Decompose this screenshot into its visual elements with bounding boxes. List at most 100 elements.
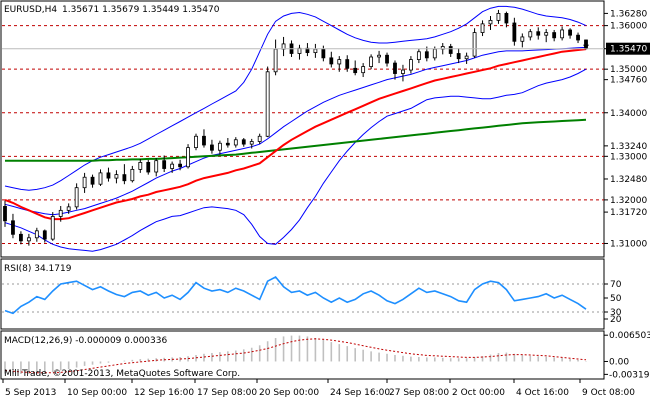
time-tick-label: 27 Sep 08:00 <box>389 388 449 398</box>
time-tick-label: 5 Sep 2013 <box>5 388 56 398</box>
current-price-badge <box>606 42 650 55</box>
candle-body <box>106 172 111 179</box>
candle-body <box>50 216 55 240</box>
candle-body <box>90 176 95 185</box>
time-tick-label: 20 Sep 00:00 <box>259 388 319 398</box>
candle-body <box>74 187 79 208</box>
candle-body <box>58 209 63 217</box>
candle-body <box>488 19 493 25</box>
rsi-series-line <box>4 275 587 315</box>
candle-body <box>353 67 358 74</box>
candle-body <box>456 53 461 60</box>
candle-body <box>552 32 557 39</box>
candle-body <box>194 135 198 149</box>
candle-body <box>393 62 397 74</box>
price-tick-label: 1.33240 <box>610 142 647 152</box>
rsi-line <box>4 275 587 315</box>
time-tick-label: 2 Oct 00:00 <box>452 388 505 398</box>
candle-body <box>337 59 342 65</box>
candle-body <box>464 55 469 60</box>
candle-body <box>568 29 572 36</box>
time-tick-label: 24 Sep 16:00 <box>330 388 390 398</box>
current-price-label: 1.35470 <box>610 45 647 55</box>
bollinger-upper-line <box>4 5 587 191</box>
candle-body <box>3 206 7 222</box>
price-tick-label: 1.32000 <box>610 196 647 206</box>
macd-tick-label: 0.00 <box>609 357 629 367</box>
candle-body <box>496 13 501 21</box>
candle-body <box>34 230 39 239</box>
price-pane[interactable]: EURUSD,H4 1.35671 1.35679 1.35449 1.3547… <box>0 0 650 258</box>
macd-axis: 0.006503 0.00 -0.003198 <box>604 331 650 380</box>
last-price-arrow-icon <box>583 44 589 49</box>
price-tick-label: 1.31000 <box>610 239 647 249</box>
symbol-label: EURUSD,H4 <box>4 5 57 15</box>
price-pane-frame <box>0 0 605 258</box>
candle-body <box>576 34 580 41</box>
current-price-marker <box>2 44 604 50</box>
macd-histogram <box>4 335 587 374</box>
price-tick-label: 1.34000 <box>610 109 647 119</box>
price-tick-label: 1.34760 <box>610 76 647 86</box>
candle-body <box>448 46 453 54</box>
candle-body <box>130 168 135 182</box>
candle-body <box>122 174 127 182</box>
macd-pane[interactable]: MACD(12,26,9) -0.000009 0.000336 Mill Tr… <box>0 330 650 380</box>
candle-body <box>313 48 318 54</box>
candle-body <box>544 32 549 36</box>
rsi-tick-label: 70 <box>610 280 622 290</box>
rsi-levels <box>2 283 604 313</box>
candle-body <box>472 32 477 57</box>
candle-body <box>385 54 389 64</box>
moving-averages <box>4 48 587 221</box>
ema-long-line <box>5 118 587 162</box>
candle-body <box>98 172 103 185</box>
candle-body <box>114 174 119 179</box>
candle-body <box>432 48 437 59</box>
time-axis[interactable]: 5 Sep 2013 10 Sep 00:00 12 Sep 16:00 17 Sep… <box>2 379 635 398</box>
price-tick-label: 1.33000 <box>610 152 647 162</box>
macd-tick-label: -0.003198 <box>609 370 650 380</box>
candle-body <box>82 176 87 189</box>
candle-body <box>11 220 15 235</box>
price-tick-label: 1.36280 <box>610 9 647 19</box>
price-tick-label: 1.36000 <box>610 22 647 32</box>
copyright-watermark: Mill Trade, ©2001-2013, MetaQuotes Softw… <box>4 369 240 379</box>
candle-body <box>202 135 206 146</box>
candle-body <box>265 71 270 137</box>
candle-body <box>560 29 565 39</box>
candle-body <box>369 56 374 67</box>
candle-body <box>528 31 533 38</box>
time-tick-label: 9 Oct 08:00 <box>582 388 635 398</box>
candle-body <box>329 57 334 65</box>
candle-body <box>520 36 525 42</box>
candle-body <box>504 13 509 24</box>
bollinger-middle-line <box>4 46 587 216</box>
candle-body <box>154 160 159 173</box>
candle-body <box>401 69 405 74</box>
candle-body <box>361 66 366 74</box>
candle-body <box>512 22 517 42</box>
candle-body <box>273 48 278 73</box>
candle-body <box>186 147 190 168</box>
candle-body <box>424 51 429 59</box>
rsi-tick-label: 50 <box>610 294 622 304</box>
macd-pane-frame <box>0 330 605 380</box>
candle-body <box>178 163 182 168</box>
ohlc-label: 1.35671 1.35679 1.35449 1.35470 <box>62 5 220 15</box>
bollinger-lower-line <box>4 68 587 252</box>
candle-body <box>321 48 326 59</box>
candle-body <box>257 135 262 142</box>
time-tick-label: 12 Sep 16:00 <box>134 388 194 398</box>
candle-body <box>146 162 151 173</box>
candle-body <box>416 51 421 60</box>
macd-label: MACD(12,26,9) -0.000009 0.000336 <box>4 336 167 346</box>
candle-body <box>225 142 230 146</box>
candle-body <box>249 141 254 145</box>
candle-body <box>480 23 485 33</box>
rsi-tick-label: 30 <box>610 308 622 318</box>
